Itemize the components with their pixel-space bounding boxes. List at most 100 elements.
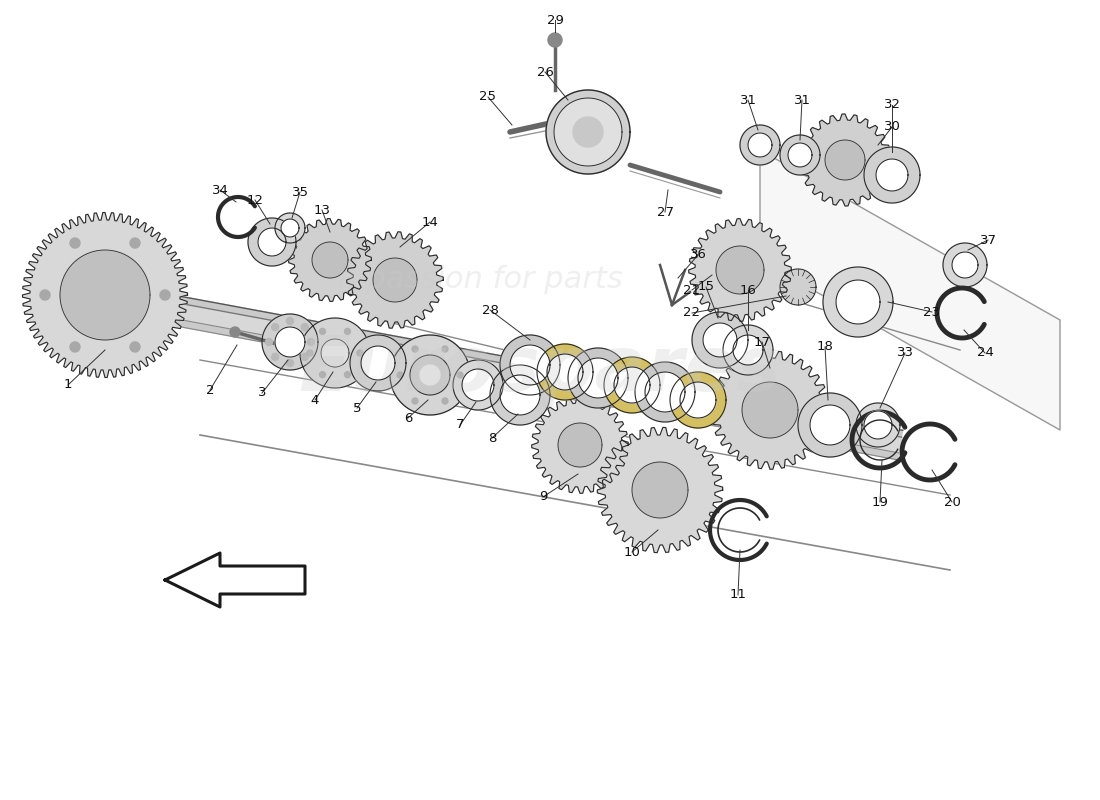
Text: 33: 33 [896, 346, 913, 359]
Polygon shape [358, 350, 363, 356]
Polygon shape [397, 372, 403, 378]
Polygon shape [943, 243, 987, 287]
Polygon shape [130, 238, 140, 248]
Polygon shape [864, 411, 892, 439]
Polygon shape [286, 318, 294, 325]
Text: 23: 23 [924, 306, 940, 318]
Polygon shape [573, 117, 603, 147]
Polygon shape [456, 372, 463, 378]
Polygon shape [344, 372, 351, 378]
Polygon shape [823, 267, 893, 337]
Text: 37: 37 [979, 234, 997, 246]
Text: 19: 19 [871, 495, 889, 509]
Polygon shape [733, 335, 763, 365]
Polygon shape [258, 228, 286, 256]
Polygon shape [876, 159, 907, 191]
Polygon shape [319, 372, 326, 378]
Polygon shape [604, 357, 660, 413]
Polygon shape [272, 324, 278, 330]
Polygon shape [272, 354, 278, 360]
Text: 12: 12 [246, 194, 264, 206]
Text: 15: 15 [697, 281, 715, 294]
Text: 4: 4 [311, 394, 319, 406]
Polygon shape [578, 358, 618, 398]
Polygon shape [60, 250, 150, 340]
Polygon shape [836, 280, 880, 324]
Polygon shape [788, 143, 812, 167]
Polygon shape [635, 362, 695, 422]
Text: 3: 3 [257, 386, 266, 399]
Polygon shape [280, 219, 299, 237]
Polygon shape [558, 423, 602, 467]
Polygon shape [453, 360, 503, 410]
Polygon shape [546, 90, 630, 174]
Polygon shape [373, 258, 417, 302]
Polygon shape [288, 218, 372, 302]
Polygon shape [798, 393, 862, 457]
Polygon shape [825, 140, 865, 180]
Polygon shape [143, 297, 902, 453]
Polygon shape [711, 350, 829, 470]
Polygon shape [265, 338, 273, 346]
Polygon shape [689, 218, 791, 322]
Text: 6: 6 [404, 411, 412, 425]
Polygon shape [319, 328, 326, 334]
Polygon shape [160, 290, 170, 300]
Polygon shape [856, 403, 900, 447]
Polygon shape [308, 338, 315, 346]
Text: 13: 13 [314, 203, 330, 217]
Polygon shape [230, 327, 240, 337]
Text: 7: 7 [455, 418, 464, 431]
Polygon shape [442, 346, 448, 352]
Polygon shape [420, 365, 440, 385]
Text: 32: 32 [883, 98, 901, 111]
Polygon shape [22, 213, 187, 378]
Polygon shape [412, 346, 418, 352]
Text: 35: 35 [292, 186, 308, 198]
Polygon shape [275, 213, 305, 243]
Text: 5: 5 [353, 402, 361, 414]
Polygon shape [500, 375, 540, 415]
Polygon shape [361, 346, 395, 380]
Polygon shape [40, 290, 49, 300]
Text: 18: 18 [816, 341, 834, 354]
Polygon shape [165, 553, 305, 607]
Polygon shape [442, 398, 448, 404]
Polygon shape [723, 325, 773, 375]
Polygon shape [321, 339, 349, 367]
Polygon shape [462, 369, 494, 401]
Polygon shape [275, 327, 305, 357]
Text: 31: 31 [739, 94, 757, 106]
Text: 30: 30 [883, 121, 901, 134]
Text: 21: 21 [683, 283, 701, 297]
Polygon shape [810, 405, 850, 445]
Polygon shape [547, 354, 583, 390]
Polygon shape [312, 242, 348, 278]
Polygon shape [142, 290, 903, 460]
Text: 34: 34 [211, 183, 229, 197]
Text: 20: 20 [944, 495, 960, 509]
Text: 2: 2 [206, 383, 214, 397]
Polygon shape [410, 355, 450, 395]
Text: 10: 10 [624, 546, 640, 558]
Text: 1: 1 [64, 378, 73, 391]
Polygon shape [716, 246, 764, 294]
Polygon shape [952, 252, 978, 278]
Text: 27: 27 [657, 206, 673, 218]
Polygon shape [864, 147, 920, 203]
Polygon shape [130, 342, 140, 352]
Polygon shape [703, 323, 737, 357]
Polygon shape [742, 382, 797, 438]
Polygon shape [344, 328, 351, 334]
Text: 36: 36 [690, 249, 706, 262]
Polygon shape [300, 318, 370, 388]
Polygon shape [510, 345, 550, 385]
Polygon shape [500, 335, 560, 395]
Text: 22: 22 [683, 306, 701, 319]
Polygon shape [692, 312, 748, 368]
Text: 8: 8 [487, 431, 496, 445]
Text: 14: 14 [421, 215, 439, 229]
Polygon shape [262, 314, 318, 370]
Text: 28: 28 [482, 303, 498, 317]
Polygon shape [531, 397, 628, 494]
